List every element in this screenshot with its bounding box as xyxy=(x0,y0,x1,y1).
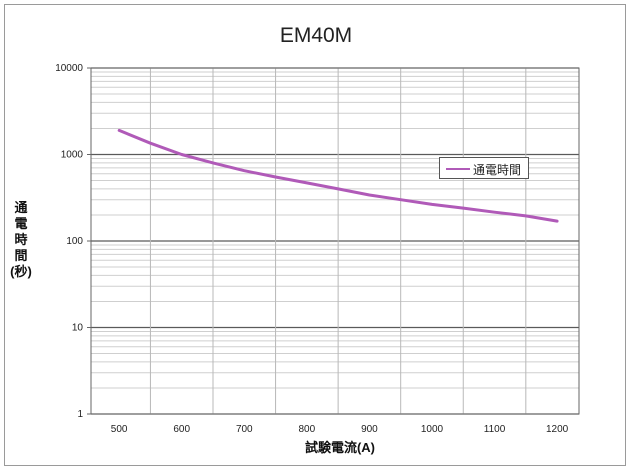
y-axis-label: 通 電 時 間 (秒) xyxy=(10,200,32,279)
y-tick-label: 10000 xyxy=(55,63,83,74)
x-axis-label: 試験電流(A) xyxy=(304,440,376,455)
chart-title: EM40M xyxy=(279,24,353,47)
x-tick-label: 500 xyxy=(111,424,128,435)
legend-swatch xyxy=(446,168,470,170)
x-tick-label: 1100 xyxy=(484,424,506,435)
x-tick-label: 1200 xyxy=(546,424,569,435)
series-line-0 xyxy=(117,128,559,223)
y-tick-label: 1000 xyxy=(61,150,84,161)
x-tick-label: 900 xyxy=(361,424,378,435)
x-tick-label: 600 xyxy=(173,424,190,435)
x-tick-label: 1000 xyxy=(421,424,444,435)
legend-label: 通電時間 xyxy=(473,163,522,177)
x-tick-label: 800 xyxy=(299,424,316,435)
x-tick-label: 700 xyxy=(236,424,253,435)
y-tick-label: 1 xyxy=(77,409,83,420)
legend: 通電時間 xyxy=(439,157,529,179)
y-tick-label: 10 xyxy=(72,323,84,334)
y-tick-label: 100 xyxy=(66,236,83,247)
